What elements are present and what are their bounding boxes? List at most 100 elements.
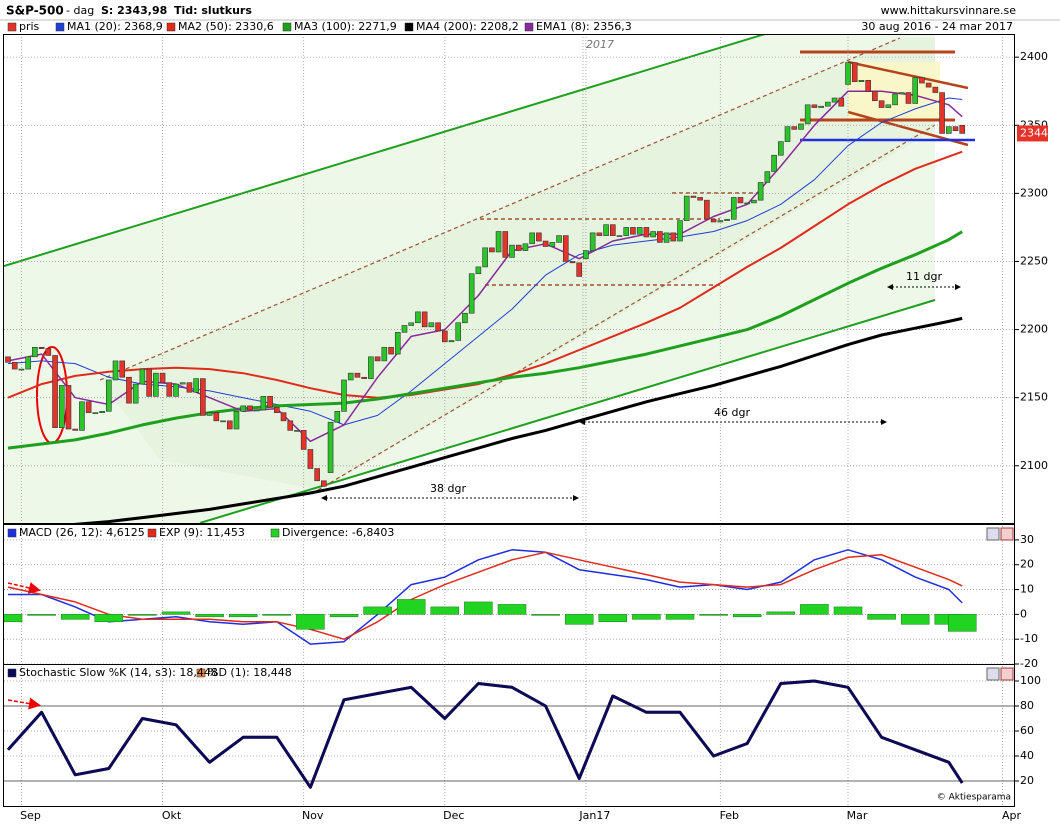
channel-fill bbox=[100, 38, 935, 490]
candle bbox=[872, 90, 878, 102]
candle bbox=[905, 92, 912, 104]
close-button[interactable] bbox=[1000, 527, 1014, 541]
legend-label: pris bbox=[19, 20, 40, 33]
candle bbox=[885, 104, 892, 108]
y-tick-label: 80 bbox=[1020, 699, 1034, 712]
candle bbox=[858, 80, 865, 82]
candle bbox=[744, 202, 751, 205]
panel bbox=[6, 679, 964, 789]
candle bbox=[361, 376, 367, 379]
candle bbox=[334, 411, 341, 423]
candle bbox=[79, 401, 85, 431]
arrow bbox=[7, 582, 41, 594]
candle bbox=[583, 250, 589, 260]
divergence-bar bbox=[228, 614, 258, 618]
candle bbox=[341, 379, 347, 412]
title: S&P-500 bbox=[6, 4, 64, 18]
legend-swatch bbox=[147, 528, 157, 538]
candle bbox=[200, 378, 206, 416]
close-button[interactable] bbox=[1000, 667, 1014, 681]
candle bbox=[919, 77, 925, 84]
divergence-bar bbox=[195, 614, 224, 618]
legend-swatch bbox=[7, 668, 17, 678]
legend-swatch bbox=[7, 528, 17, 538]
candle bbox=[394, 332, 401, 355]
y-tick-label: 0 bbox=[1020, 607, 1027, 620]
candle bbox=[213, 412, 220, 422]
candle bbox=[650, 231, 656, 238]
candle bbox=[912, 77, 919, 104]
zoom-button[interactable] bbox=[986, 667, 1000, 681]
trend-line bbox=[4, 34, 766, 267]
candle bbox=[697, 197, 703, 201]
candle bbox=[825, 101, 831, 107]
panel-buttons[interactable] bbox=[986, 527, 1014, 681]
candle bbox=[11, 361, 18, 370]
copyright: © Aktiesparama bbox=[937, 793, 1011, 803]
candle bbox=[354, 372, 361, 378]
candle bbox=[368, 356, 374, 379]
panel bbox=[4, 549, 977, 645]
zoom-button[interactable] bbox=[986, 527, 1000, 541]
candle bbox=[529, 232, 535, 245]
candle bbox=[791, 126, 798, 130]
legend-swatch bbox=[404, 22, 414, 32]
candle bbox=[811, 104, 818, 108]
divergence-bar bbox=[867, 614, 896, 620]
candle bbox=[657, 231, 663, 243]
y-tick-label: 2100 bbox=[1020, 459, 1048, 472]
candle bbox=[670, 232, 677, 242]
candle bbox=[851, 62, 858, 82]
divergence-bar bbox=[430, 606, 460, 615]
candle bbox=[939, 92, 945, 134]
last-price: S: 2343,98 bbox=[101, 4, 167, 17]
trend-line bbox=[99, 37, 901, 381]
candle bbox=[428, 322, 435, 328]
candle bbox=[25, 356, 31, 370]
candle bbox=[253, 409, 260, 412]
divergence-bar bbox=[665, 614, 695, 620]
legend-swatch bbox=[282, 22, 292, 32]
candle bbox=[898, 92, 905, 95]
annotation: 46 dgr bbox=[714, 406, 750, 419]
x-tick-label: Jan17 bbox=[578, 809, 610, 822]
candle bbox=[462, 312, 468, 324]
legend-label: MACD (26, 12): 4,6125 bbox=[19, 526, 145, 539]
indicator-line bbox=[8, 549, 963, 645]
candle bbox=[220, 420, 226, 423]
candle bbox=[804, 104, 811, 125]
legend-swatch bbox=[166, 22, 176, 32]
legend-swatch bbox=[196, 668, 206, 678]
candle bbox=[751, 199, 757, 204]
candle bbox=[704, 199, 710, 220]
y-tick-label: 100 bbox=[1020, 674, 1041, 687]
divergence-bar bbox=[464, 601, 493, 615]
divergence-bar bbox=[900, 614, 930, 625]
candle bbox=[347, 372, 354, 381]
legend-swatch bbox=[270, 528, 280, 538]
y-tick-label: 40 bbox=[1020, 749, 1034, 762]
legend-label: %D (1): 18,448 bbox=[208, 666, 292, 679]
divergence-bar bbox=[94, 614, 124, 623]
divergence-bar bbox=[296, 614, 325, 630]
period: - dag bbox=[66, 4, 94, 17]
candle bbox=[32, 346, 38, 358]
plot bbox=[4, 62, 977, 789]
divergence-bar bbox=[363, 606, 392, 615]
x-tick-label: Nov bbox=[302, 809, 324, 822]
x-tick-label: Mar bbox=[847, 809, 868, 822]
candle bbox=[945, 126, 952, 134]
divergence-bar bbox=[27, 614, 56, 616]
divergence-bar bbox=[699, 614, 728, 616]
candle bbox=[536, 232, 542, 242]
panel-frame bbox=[3, 664, 1015, 807]
triangle-line bbox=[847, 60, 969, 90]
indicator-line bbox=[73, 316, 963, 523]
candle bbox=[630, 227, 636, 235]
candle bbox=[441, 330, 448, 343]
candle bbox=[865, 80, 871, 92]
indicator-line bbox=[6, 679, 964, 789]
candle bbox=[771, 154, 777, 172]
